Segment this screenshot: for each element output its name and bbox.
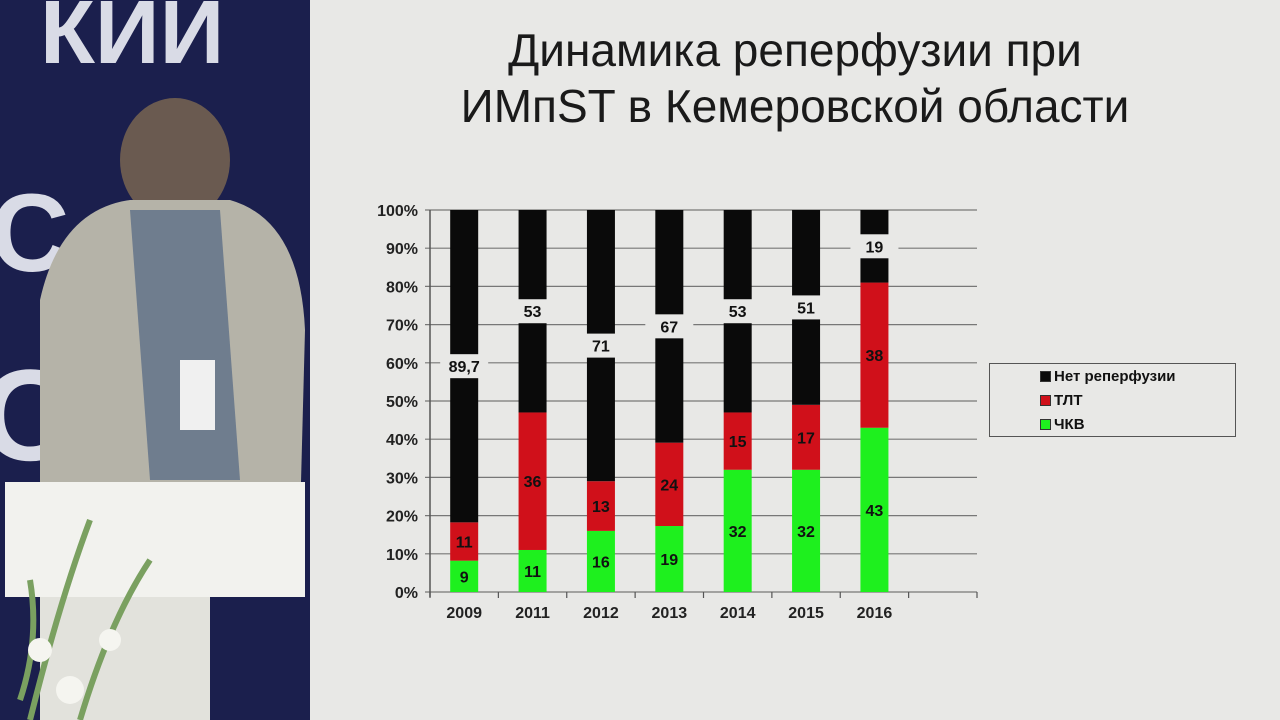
data-label: 15 <box>729 434 747 451</box>
data-label: 13 <box>592 499 610 516</box>
bar-segment <box>860 427 889 592</box>
legend-swatch <box>1040 419 1051 430</box>
data-label: 38 <box>866 348 884 365</box>
data-label: 17 <box>797 430 815 447</box>
data-label-bg <box>782 295 831 320</box>
y-tick-label: 0% <box>395 585 418 602</box>
data-label-bg <box>508 299 557 324</box>
data-label-bg <box>850 234 899 259</box>
bar-segment <box>792 404 821 470</box>
y-tick-label: 30% <box>386 470 418 487</box>
y-tick-label: 50% <box>386 394 418 411</box>
legend-swatch <box>1040 395 1051 406</box>
legend-item-pci: ЧКВ <box>1040 416 1085 433</box>
data-label: 53 <box>729 304 747 321</box>
data-label: 67 <box>660 319 678 336</box>
y-tick-label: 40% <box>386 432 418 449</box>
speaker-figure <box>5 98 305 720</box>
legend-item-tlt: ТЛТ <box>1040 392 1082 409</box>
x-tick-label: 2011 <box>515 605 550 622</box>
data-label: 19 <box>660 552 678 569</box>
x-tick-label: 2015 <box>788 605 824 622</box>
bar-segment <box>792 469 821 592</box>
data-label: 24 <box>660 477 678 494</box>
data-label-bg <box>713 299 762 324</box>
data-label: 71 <box>592 339 610 356</box>
x-tick-label: 2016 <box>857 605 893 622</box>
data-label: 19 <box>866 239 884 256</box>
bar-segment <box>860 282 889 428</box>
x-tick-label: 2014 <box>720 605 756 622</box>
speaker-video-area: КИЙ С О <box>0 0 310 720</box>
bar-segment <box>450 522 479 561</box>
bar-segment <box>723 412 752 470</box>
data-label-bg <box>645 314 694 339</box>
legend-label: ТЛТ <box>1054 392 1083 409</box>
bar-segment <box>518 549 547 592</box>
legend-item-none: Нет реперфузии <box>1040 368 1176 385</box>
data-label: 9 <box>460 569 469 586</box>
y-tick-label: 20% <box>386 509 418 526</box>
y-tick-label: 60% <box>386 356 418 373</box>
data-label-bg <box>576 333 625 358</box>
data-label: 16 <box>592 554 610 571</box>
bar-segment <box>586 481 615 531</box>
chart-legend: Нет реперфузии ТЛТ ЧКВ <box>989 363 1236 437</box>
title-line-1: Динамика реперфузии при <box>508 24 1082 76</box>
legend-label: Нет реперфузии <box>1054 368 1176 385</box>
wall-text: КИЙ <box>40 0 225 83</box>
x-tick-label: 2012 <box>583 605 619 622</box>
title-line-2: ИМпST в Кемеровской области <box>460 80 1130 132</box>
legend-swatch <box>1040 371 1051 382</box>
data-label: 11 <box>456 535 473 552</box>
data-label: 11 <box>524 564 541 581</box>
y-tick-label: 90% <box>386 241 418 258</box>
data-label: 32 <box>797 524 815 541</box>
x-tick-label: 2013 <box>652 605 688 622</box>
data-label: 43 <box>866 503 884 520</box>
bar-segment <box>586 530 615 592</box>
data-label: 89,7 <box>449 359 480 376</box>
data-label: 36 <box>524 474 542 491</box>
data-label: 51 <box>797 300 815 317</box>
bar-segment <box>655 526 684 592</box>
bar-segment <box>723 469 752 592</box>
bar-segment <box>518 412 547 550</box>
x-tick-label: 2009 <box>446 605 482 622</box>
legend-label: ЧКВ <box>1054 416 1085 433</box>
data-label: 53 <box>524 304 542 321</box>
y-tick-label: 10% <box>386 547 418 564</box>
slide-title: Динамика реперфузии при ИМпST в Кемеровс… <box>310 22 1280 134</box>
bar-segment <box>655 442 684 527</box>
data-label: 32 <box>729 524 747 541</box>
bar-segment <box>450 560 479 592</box>
y-tick-label: 80% <box>386 279 418 296</box>
y-tick-label: 70% <box>386 318 418 335</box>
y-tick-label: 100% <box>377 203 418 220</box>
data-label-bg <box>440 354 489 379</box>
